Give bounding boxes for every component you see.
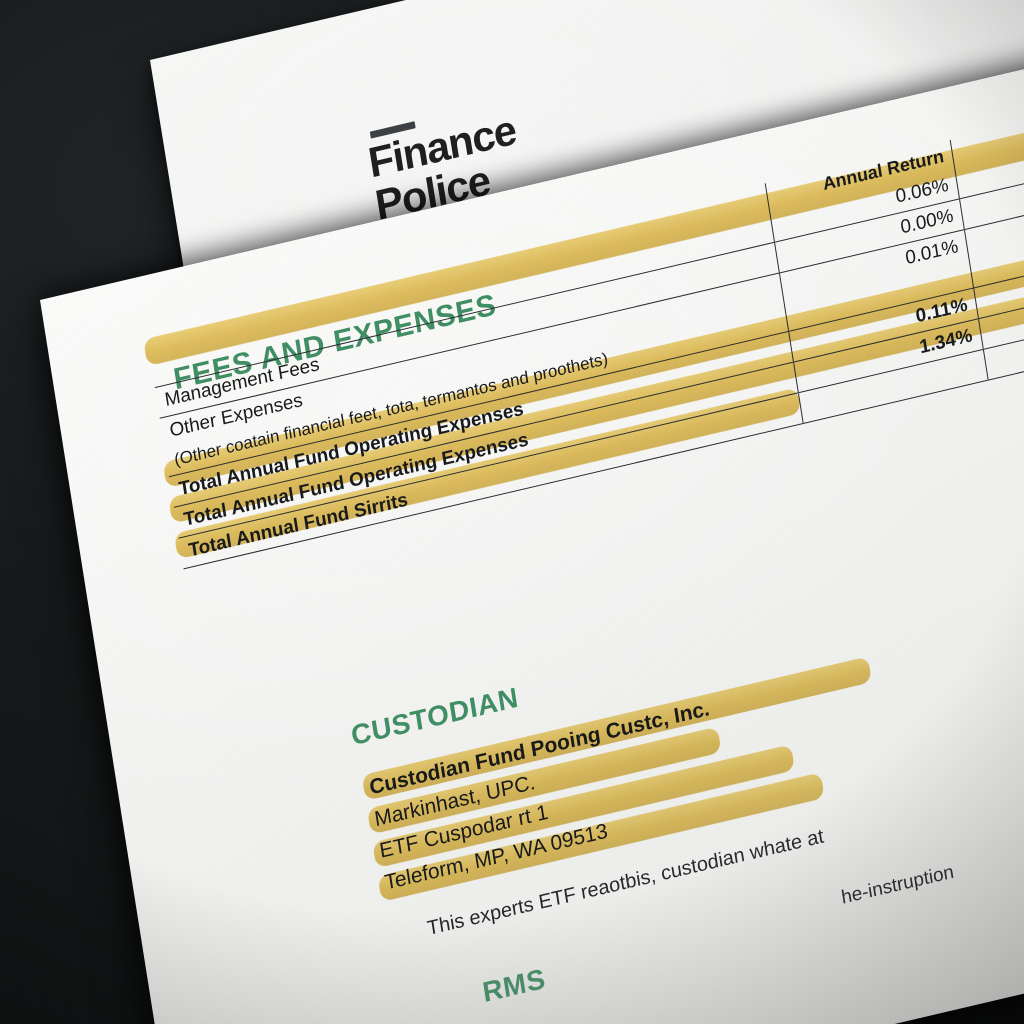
footer-paragraph: he-instruption xyxy=(839,861,956,909)
section-heading-terms: RMS xyxy=(480,962,548,1009)
